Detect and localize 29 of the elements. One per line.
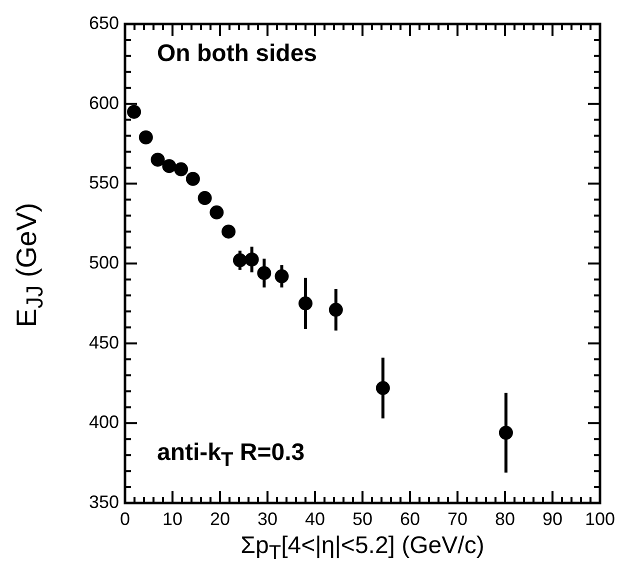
x-tick-label: 100 (584, 508, 616, 529)
annotation: On both sides (157, 40, 318, 67)
annotation: anti-k$_{T}$ R=0.3 (157, 439, 305, 471)
x-tick-label: 80 (494, 508, 516, 529)
y-tick-label: 600 (88, 92, 119, 113)
point (150, 152, 165, 167)
x-tick-label: 50 (352, 508, 373, 529)
x-tick-label: 30 (257, 508, 278, 529)
x-tick-label: 10 (162, 508, 183, 529)
x-tick-label: 40 (304, 508, 326, 529)
x-tick-label: 20 (210, 508, 230, 529)
point (138, 130, 153, 144)
point (198, 191, 212, 206)
x-tick-label: 0 (120, 508, 130, 529)
y-tick-label: 350 (88, 492, 119, 512)
x-tick-label: 60 (400, 508, 420, 529)
point (174, 162, 188, 176)
point (210, 205, 224, 220)
x-axis-title: Σp$_{T}$[4<|η|<5.2] (GeV/c) (240, 532, 486, 564)
point (162, 159, 176, 174)
y-tick-label: 650 (88, 12, 119, 33)
y-tick-label: 550 (88, 172, 119, 193)
point (186, 172, 200, 186)
y-tick-label: 400 (88, 412, 119, 432)
x-tick-label: 90 (542, 508, 563, 529)
y-tick-label: 450 (88, 332, 119, 352)
point (127, 104, 142, 119)
y-tick-label: 500 (88, 252, 119, 272)
x-tick-label: 70 (447, 508, 468, 529)
